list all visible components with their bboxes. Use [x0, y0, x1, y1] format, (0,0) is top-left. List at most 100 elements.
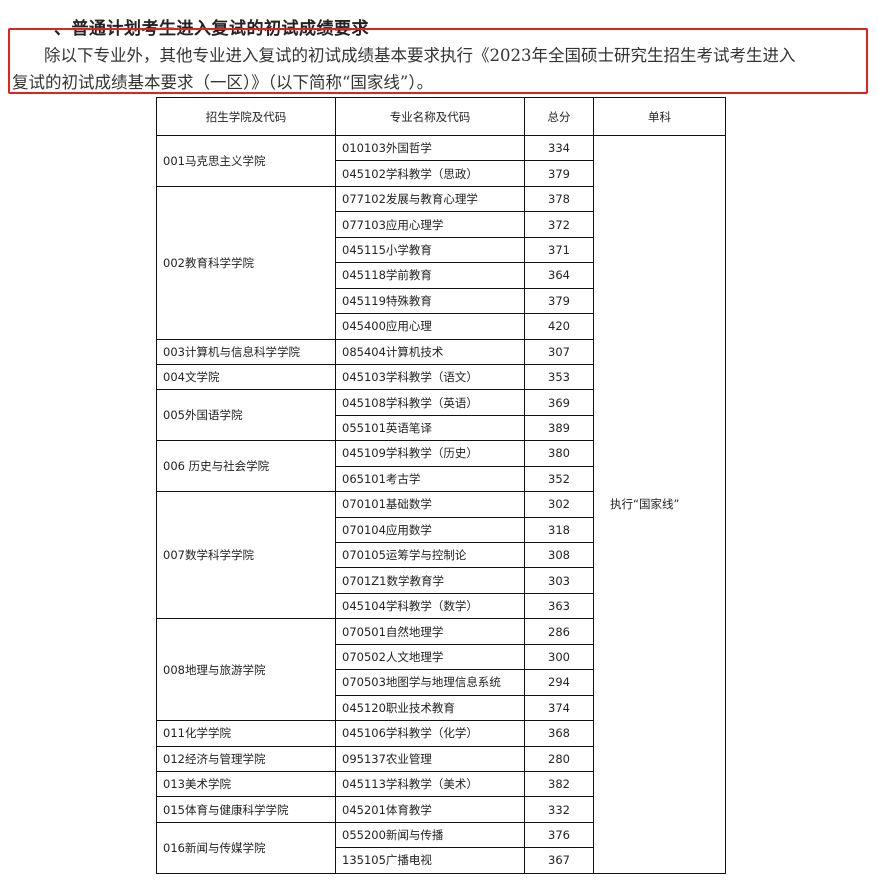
- total-score-cell: 334: [524, 134, 594, 162]
- total-score-cell: 382: [524, 770, 594, 798]
- total-score-cell: 369: [524, 389, 594, 416]
- table-row: 045104学科教学（数学） 363: [157, 592, 726, 620]
- major-cell: 065101考古学: [335, 465, 525, 493]
- major-cell: 045118学前教育: [335, 262, 525, 289]
- table-row: 045120职业技术教育 374: [157, 694, 726, 722]
- major-cell: 045120职业技术教育: [335, 694, 525, 722]
- table-row: 070104应用数学 318: [157, 516, 726, 544]
- paragraph-line-1: 除以下专业外，其他专业进入复试的初试成绩基本要求执行《2023年全国硕士研究生招…: [44, 46, 796, 65]
- total-score-cell: 307: [524, 338, 594, 365]
- table-row: 016新闻与传媒学院 055200新闻与传播 376: [156, 821, 726, 874]
- table-row: 002教育科学学院 077102发展与教育心理学 378: [156, 185, 726, 340]
- major-cell: 045103学科教学（语文）: [335, 363, 525, 391]
- total-score-cell: 374: [524, 694, 594, 722]
- total-score-cell: 303: [524, 567, 594, 594]
- major-cell: 070104应用数学: [335, 516, 525, 544]
- major-cell: 045113学科教学（美术）: [335, 770, 525, 798]
- major-cell: 045115小学教育: [335, 236, 525, 264]
- major-cell: 055101英语笔译: [335, 414, 525, 442]
- table-row: 045119特殊教育 379: [157, 287, 726, 315]
- table-row: 004文学院 045103学科教学（语文） 353: [156, 363, 726, 391]
- paragraph-line-2: 复试的初试成绩基本要求（一区）》（以下简称“国家线”）。: [12, 73, 434, 92]
- total-score-cell: 352: [524, 465, 594, 493]
- major-cell: 0701Z1数学教育学: [335, 567, 525, 594]
- table-row: 001马克思主义学院 010103外国哲学 334 执行“国家线”: [156, 134, 726, 874]
- header-major: 专业名称及代码: [335, 97, 525, 136]
- major-cell: 045102学科教学（思政）: [335, 160, 525, 187]
- total-score-cell: 389: [524, 414, 594, 442]
- major-cell: 070105运筹学与控制论: [335, 541, 525, 569]
- total-score-cell: 286: [524, 618, 594, 645]
- major-cell: 077102发展与教育心理学: [335, 185, 525, 213]
- table-row: 077103应用心理学 372: [157, 211, 726, 238]
- major-cell: 045119特殊教育: [335, 287, 525, 315]
- highlight-box: [8, 28, 868, 94]
- table-row: 045102学科教学（思政） 379: [157, 160, 726, 187]
- table-row: 015体育与健康科学学院 045201体育教学 332: [156, 796, 726, 823]
- total-score-cell: 368: [524, 720, 594, 747]
- college-cell: 007数学科学学院: [156, 491, 336, 620]
- major-cell: 045108学科教学（英语）: [335, 389, 525, 416]
- total-score-cell: 380: [524, 440, 594, 467]
- major-cell: 045106学科教学（化学）: [335, 720, 525, 747]
- college-cell: 002教育科学学院: [156, 185, 336, 340]
- major-cell: 070101基础数学: [335, 491, 525, 518]
- major-cell: 085404计算机技术: [335, 338, 525, 365]
- total-score-cell: 379: [524, 160, 594, 187]
- college-cell: 011化学学院: [156, 720, 336, 747]
- college-cell: 006 历史与社会学院: [156, 440, 336, 493]
- table-header-row: 招生学院及代码 专业名称及代码 总分 单科: [156, 97, 726, 136]
- total-score-cell: 371: [524, 236, 594, 264]
- total-score-cell: 302: [524, 491, 594, 518]
- major-cell: 070503地图学与地理信息系统: [335, 669, 525, 696]
- major-cell: 045201体育教学: [335, 796, 525, 823]
- total-score-cell: 353: [524, 363, 594, 391]
- single-subject-note: 执行“国家线”: [593, 135, 726, 874]
- total-score-cell: 372: [524, 211, 594, 238]
- major-cell: 045104学科教学（数学）: [335, 592, 525, 620]
- table-row: 005外国语学院 045108学科教学（英语） 369: [156, 389, 726, 442]
- table-row: 003计算机与信息科学学院 085404计算机技术 307: [156, 338, 726, 365]
- major-cell: 045109学科教学（历史）: [335, 440, 525, 467]
- header-single-subject: 单科: [593, 97, 726, 136]
- intro-paragraph: 除以下专业外，其他专业进入复试的初试成绩基本要求执行《2023年全国硕士研究生招…: [12, 42, 874, 96]
- table-row: 011化学学院 045106学科教学（化学） 368: [156, 720, 726, 747]
- total-score-cell: 308: [524, 541, 594, 569]
- major-cell: 077103应用心理学: [335, 211, 525, 238]
- total-score-cell: 280: [524, 745, 594, 772]
- table-row: 045400应用心理 420: [157, 313, 726, 340]
- table-row: 0701Z1数学教育学 303: [157, 567, 726, 594]
- header-college: 招生学院及代码: [156, 97, 336, 136]
- major-cell: 070502人文地理学: [335, 643, 525, 671]
- major-cell: 135105广播电视: [335, 847, 525, 874]
- major-cell: 055200新闻与传播: [335, 821, 525, 849]
- major-cell: 045400应用心理: [335, 313, 525, 340]
- college-cell: 012经济与管理学院: [156, 745, 336, 772]
- table-row: 008地理与旅游学院 070501自然地理学 286: [156, 618, 726, 722]
- table-row: 070105运筹学与控制论 308: [157, 541, 726, 569]
- major-cell: 070501自然地理学: [335, 618, 525, 645]
- table-body: 001马克思主义学院 010103外国哲学 334 执行“国家线” 045102学科教学…: [156, 134, 726, 874]
- table-row: 045118学前教育 364: [157, 262, 726, 289]
- table-row: 012经济与管理学院 095137农业管理 280: [156, 745, 726, 772]
- table-row: 070503地图学与地理信息系统 294: [157, 669, 726, 696]
- total-score-cell: 294: [524, 669, 594, 696]
- college-cell: 004文学院: [156, 363, 336, 391]
- college-cell: 008地理与旅游学院: [156, 618, 336, 722]
- major-cell: 095137农业管理: [335, 745, 525, 772]
- total-score-cell: 379: [524, 287, 594, 315]
- college-cell: 015体育与健康科学学院: [156, 796, 336, 823]
- college-cell: 013美术学院: [156, 770, 336, 798]
- total-score-cell: 318: [524, 516, 594, 544]
- total-score-cell: 378: [524, 185, 594, 213]
- college-cell: 001马克思主义学院: [156, 135, 336, 187]
- total-score-cell: 367: [524, 847, 594, 874]
- total-score-cell: 363: [524, 592, 594, 620]
- score-requirements-table: 招生学院及代码 专业名称及代码 总分 单科 001马克思主义学院 010103外国…: [156, 97, 726, 874]
- total-score-cell: 420: [524, 313, 594, 340]
- total-score-cell: 364: [524, 262, 594, 289]
- total-score-cell: 300: [524, 643, 594, 671]
- table-row: 135105广播电视 367: [157, 847, 726, 874]
- table-row: 006 历史与社会学院 045109学科教学（历史） 380: [156, 440, 726, 493]
- college-cell: 016新闻与传媒学院: [156, 821, 336, 874]
